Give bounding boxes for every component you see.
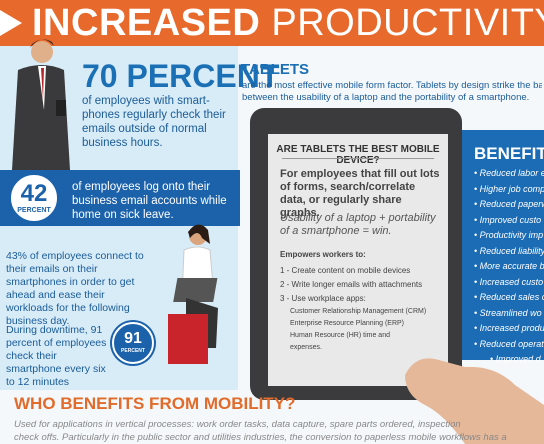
- badge-unit: PERCENT: [17, 207, 51, 214]
- benefit-item: • Reduced labor e: [474, 168, 544, 178]
- text-line: Used for applications in vertical proces…: [14, 419, 461, 430]
- woman-laptop: [168, 224, 218, 364]
- title: INCREASED PRODUCTIVITY: [32, 2, 544, 45]
- screen-lead: For employees that fill out lots of form…: [280, 168, 440, 219]
- screen-question: ARE TABLETS THE BEST MOBILE DEVICE?: [276, 144, 440, 166]
- stat-paragraph: 43% of employees connect to their emails…: [6, 250, 144, 327]
- benefit-item: • Reduced sales c: [474, 292, 544, 302]
- benefit-item: • Higher job comp: [474, 183, 544, 194]
- badge-unit: PERCENT: [121, 348, 145, 354]
- list-item: 2 - Write longer emails with attachments: [280, 280, 423, 289]
- downtime-text: During downtime, 91 percent of employees…: [6, 324, 107, 388]
- benefit-item: • Improved d: [490, 354, 541, 364]
- tablets-title: TABLETS: [241, 61, 310, 78]
- badge-text: of employees log onto their business ema…: [72, 181, 227, 221]
- section-text: Used for applications in vertical proces…: [14, 418, 544, 444]
- arrow-icon: [0, 10, 22, 36]
- list-item: 1 - Create content on mobile devices: [280, 266, 411, 275]
- headline: 70 PERCENT: [82, 58, 280, 94]
- benefits-panel: [462, 130, 544, 360]
- app-item: Enterprise Resource Planning (ERP): [290, 320, 404, 327]
- section-title: WHO BENEFITS FROM MOBILITY?: [14, 394, 296, 413]
- screen-formula: Usability of a laptop + portability of a…: [280, 212, 436, 237]
- hand: [405, 358, 544, 444]
- businessman: [12, 39, 70, 170]
- badge: 42 PERCENT: [8, 172, 60, 224]
- title-bold: INCREASED: [32, 2, 261, 44]
- badge: 91 PERCENT: [112, 322, 154, 364]
- text-line: between the usability of a laptop and th…: [242, 92, 530, 103]
- benefit-item: • Streamlined wo: [474, 307, 542, 318]
- text-line: are the most effective mobile form facto…: [242, 80, 542, 91]
- app-item: expenses.: [290, 344, 322, 351]
- list-item: 3 - Use workplace apps:: [280, 294, 366, 303]
- text-line: check offs. Particularly in the public s…: [14, 432, 507, 443]
- benefit-item: • Improved custo: [474, 214, 542, 225]
- benefit-item: • Increased produ: [474, 323, 544, 333]
- header-band: [0, 0, 544, 46]
- app-item: Customer Relationship Management (CRM): [290, 308, 427, 315]
- benefit-item: • Productivity imp: [474, 230, 544, 240]
- benefit-item: • Reduced operat: [474, 338, 544, 349]
- divider: [282, 158, 434, 159]
- benefits-title: BENEFITS I: [474, 144, 544, 163]
- app-item: Human Resource (HR) time and: [290, 332, 390, 339]
- benefit-item: • More accurate b: [474, 261, 544, 271]
- title-light: PRODUCTIVITY: [271, 2, 544, 44]
- screen-empowers: Empowers workers to:: [280, 250, 366, 259]
- badge-number: 91: [124, 330, 142, 347]
- benefit-item: • Increased custo: [474, 276, 544, 287]
- benefit-item: • Reduced liability: [474, 245, 544, 256]
- badge-number: 42: [20, 180, 48, 207]
- tablet-screen: [268, 134, 448, 386]
- benefit-item: • Reduced paperw: [474, 199, 544, 209]
- headline-text: of employees with smart-phones regularly…: [82, 95, 226, 149]
- tablets-text: are the most effective mobile form facto…: [242, 80, 542, 104]
